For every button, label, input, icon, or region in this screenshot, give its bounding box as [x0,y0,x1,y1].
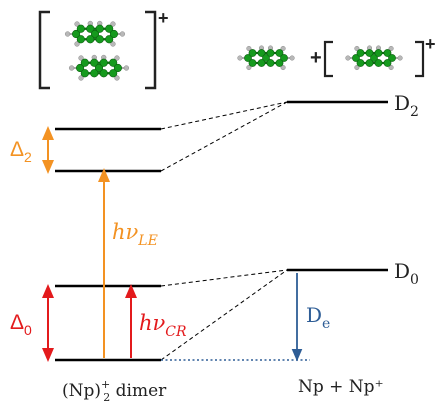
carbon-atom [80,58,89,67]
caption-dimer: (Np)+ 2 dimer [62,378,167,404]
carbon-atom [86,24,95,33]
carbon-atom [356,59,365,67]
hydrogen-atom [123,65,130,71]
caption-monomers: Np + Np⁺ [298,377,384,397]
dimer-charge: + [158,8,169,28]
hydrogen-atom [64,31,71,37]
carbon-atom [76,35,85,44]
carbon-atom [365,59,374,67]
hydrogen-atom [289,55,295,61]
naphthalene-molecule-cation [345,45,403,71]
carbon-atom [257,49,266,57]
carbon-atom [80,69,89,78]
dimer-structure-image: + [38,8,169,90]
carbon-atom [99,69,108,78]
carbon-atom [388,54,396,62]
de-label: De [306,303,330,332]
hydrogen-atom [388,45,394,52]
carbon-atom [383,49,392,57]
carbon-atom [365,49,374,57]
hydrogen-atom [78,55,84,61]
right-bracket [145,10,157,90]
hydrogen-atom [354,64,360,71]
hydrogen-atom [354,45,360,52]
cation-left-bracket [323,40,333,78]
carbon-atom [109,69,118,78]
carbon-atom [99,58,108,67]
carbon-atom [248,49,257,57]
hydrogen-atom [74,21,80,27]
correlation-lines [160,101,288,361]
carbon-atom [280,54,288,62]
carbon-atom [370,54,378,62]
hv-cr-label: hνCR [139,311,187,340]
carbon-atom [76,63,85,73]
hydrogen-atom [280,64,286,71]
hydrogen-atom [114,55,120,61]
d0-label: D0 [394,259,419,288]
hydrogen-atom [114,75,120,81]
plus-sign: + [310,47,322,69]
carbon-atom [86,35,95,44]
d2-label: D2 [394,91,419,120]
carbon-atom [72,29,81,39]
carbon-atom [105,35,114,44]
hv-le-label: hνLE [112,220,158,249]
carbon-atom [383,59,392,67]
delta2-label: Δ2 [10,138,32,165]
hydrogen-atom [68,65,75,71]
hydrogen-atom [388,64,394,71]
carbon-atom [105,24,114,33]
carbon-atom [109,58,118,67]
hydrogen-atom [74,41,80,47]
cation-charge: + [425,34,436,54]
carbon-atom [352,54,360,62]
naphthalene-molecule-bottom [68,54,130,81]
correlation-line [160,269,288,287]
carbon-atom [356,49,365,57]
hydrogen-atom [119,31,126,37]
carbon-atom [275,49,284,57]
carbon-atom [266,49,275,57]
hydrogen-atom [237,55,243,61]
delta0-label: Δ0 [10,311,32,338]
carbon-atom [95,24,104,33]
correlation-line [160,101,288,130]
monomer-structure-image: + + [237,34,436,78]
left-bracket [38,10,50,90]
carbon-atom [90,69,99,78]
carbon-atom [76,24,85,33]
correlation-line [160,101,288,172]
carbon-atom [90,58,99,67]
carbon-atom [374,59,383,67]
carbon-atom [248,59,257,67]
hydrogen-atom [397,55,403,61]
hydrogen-atom [78,75,84,81]
carbon-atom [113,63,122,73]
carbon-atom [262,54,270,62]
correlation-line [160,269,288,361]
hydrogen-atom [246,45,252,52]
hydrogen-atom [280,45,286,52]
carbon-atom [266,59,275,67]
carbon-atom [95,35,104,44]
hydrogen-atom [246,64,252,71]
carbon-atom [257,59,266,67]
carbon-atom [275,59,284,67]
carbon-atom [109,29,118,39]
cation-right-bracket [415,40,425,78]
hydrogen-atom [345,55,351,61]
carbon-atom [374,49,383,57]
naphthalene-molecule-top [64,20,126,47]
carbon-atom [244,54,252,62]
carbon-atom [94,63,104,73]
hydrogen-atom [110,41,116,47]
carbon-atom [90,29,100,39]
naphthalene-molecule-neutral [237,45,295,71]
hydrogen-atom [110,21,116,27]
